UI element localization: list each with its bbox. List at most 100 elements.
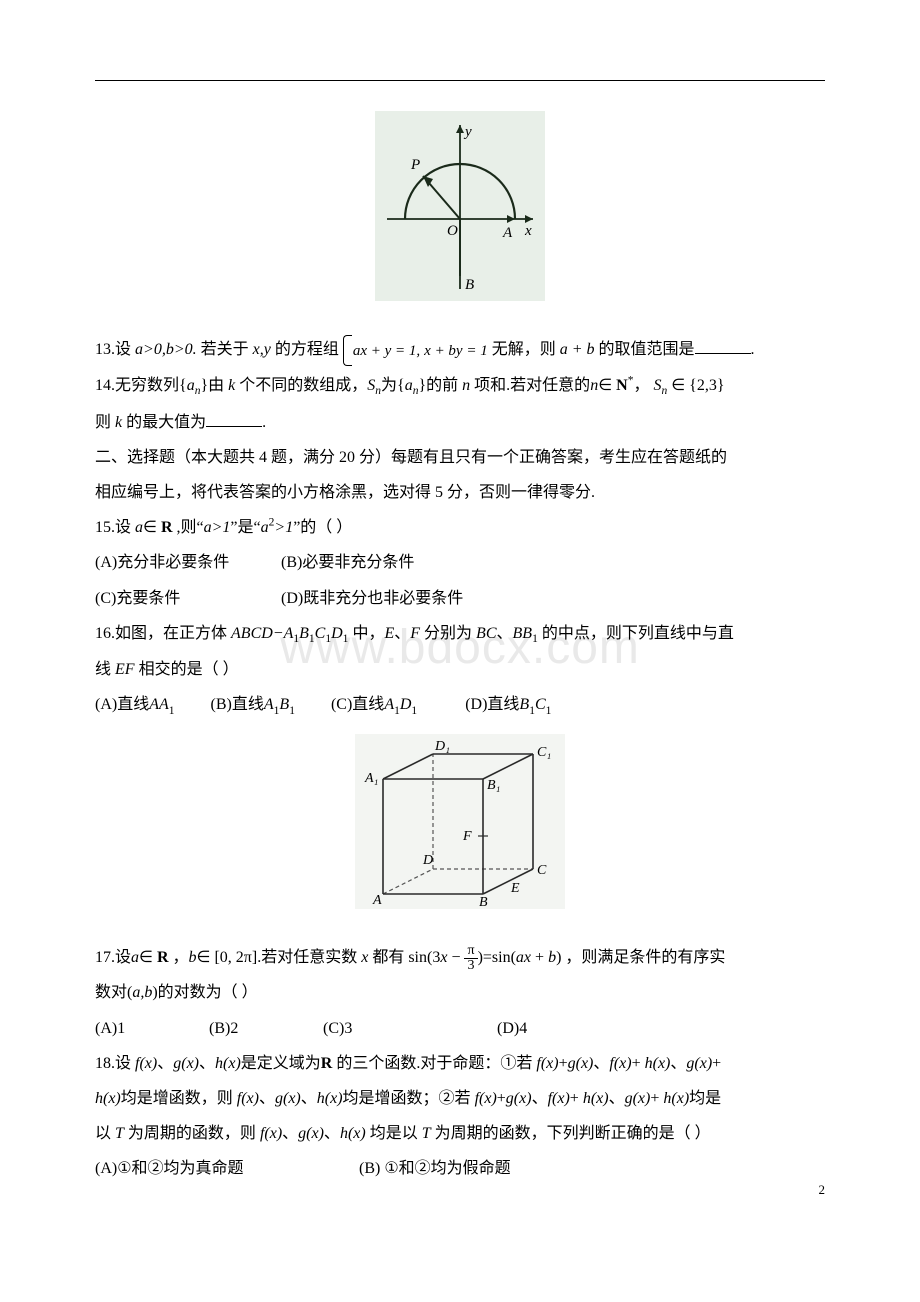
q17-frac: π3	[464, 944, 477, 973]
q13-t4: 的取值范围是	[595, 341, 695, 358]
q13-vars: x,y	[253, 341, 271, 358]
q18-gx7: g(x)	[298, 1125, 324, 1142]
q14-in: ∈	[598, 377, 612, 394]
section2-l2: 相应编号上，将代表答案的小方格涂黑，选对得 5 分，否则一律得零分.	[95, 475, 825, 510]
q14-line1: 14.无穷数列{an}由 k 个不同的数组成，Sn为{an}的前 n 项和.若对…	[95, 368, 825, 405]
q16-E: E	[384, 625, 394, 642]
q14-blank	[206, 426, 262, 427]
q17-eq: )=sin(	[478, 949, 516, 966]
q18-fx2: f(x)	[536, 1055, 558, 1072]
q16-oBp: (B)直线	[211, 687, 264, 722]
label-B: B	[465, 277, 474, 293]
q14-b: }由	[200, 377, 228, 394]
q16-oB21: 1	[289, 699, 295, 724]
q18-s3: 、	[259, 1090, 275, 1107]
q18-fx7: f(x)	[260, 1125, 282, 1142]
q16-B: B	[299, 625, 309, 642]
q18-line3: 以 T 为周期的函数，则 f(x)、g(x)、h(x) 均是以 T 为周期的函数…	[95, 1116, 825, 1151]
q16-2a: 线	[95, 661, 115, 678]
q17-minus: −	[447, 949, 464, 966]
q17-2b: )的对数为（ ）	[152, 984, 257, 1001]
q18-b: 是定义域为	[241, 1055, 321, 1072]
q16-oD: B	[519, 687, 529, 722]
q15-optsCD: (C)充要条件 (D)既非充分也非必要条件	[95, 581, 825, 616]
q15-optB: (B)必要非充分条件	[281, 545, 414, 580]
q14-an: a	[187, 377, 195, 394]
q17-ab: a,b	[132, 984, 152, 1001]
q17-in: ∈	[139, 949, 153, 966]
q18-d1: 、	[593, 1055, 609, 1072]
q17-oA: (A)1	[95, 1011, 205, 1046]
label-A: A	[502, 225, 513, 241]
q17-l1c: 都有 sin(3	[368, 949, 440, 966]
q16-a: 16.如图，在正方体	[95, 625, 231, 642]
q13-t1: 若关于	[197, 341, 253, 358]
q18-T: T	[115, 1125, 124, 1142]
q17-b2: b	[548, 949, 556, 966]
q13-cond: a>0,b>0.	[135, 341, 197, 358]
lblA: A	[372, 893, 382, 908]
q18-hx4: h(x)	[317, 1090, 343, 1107]
q16-BC: BC	[476, 625, 496, 642]
q15-mid2: ”是“	[230, 519, 260, 536]
q16-oA: AA	[149, 687, 169, 722]
lblF: F	[462, 829, 472, 844]
q17-l1b: .若对任意实数	[257, 949, 361, 966]
q16-oB: A	[264, 687, 274, 722]
q18-2a: 均是增函数，则	[121, 1090, 237, 1107]
q16-d: 的中点，则下列直线中与直	[538, 625, 734, 642]
q16-b: 中，	[348, 625, 384, 642]
q18-d4: 、	[609, 1090, 625, 1107]
q13-t2: 的方程组	[271, 341, 339, 358]
q16-sep: 、	[394, 625, 410, 642]
q16-oA1: 1	[169, 699, 175, 724]
q16-oC2: D	[400, 687, 412, 722]
q14-a: 14.无穷数列{	[95, 377, 187, 394]
q18-gx5: g(x)	[506, 1090, 532, 1107]
q14-nvar: n	[462, 377, 470, 394]
q15-line: 15.设 a∈ R ,则“a>1”是“a2>1”的（ ）	[95, 510, 825, 545]
q18-R: R	[321, 1055, 333, 1072]
q18-2b: 均是增函数；②若	[343, 1090, 475, 1107]
q13: 13.设 a>0,b>0. 若关于 x,y 的方程组 ax + y = 1, x…	[95, 332, 825, 368]
q16-oDp: (D)直线	[465, 687, 519, 722]
q16-cube: ABCD−A	[231, 625, 293, 642]
q13-t3: 无解，则	[492, 341, 560, 358]
q18-s4: 、	[301, 1090, 317, 1107]
q17-pi: π	[464, 944, 477, 959]
q15-end: ”的（ ）	[293, 519, 352, 536]
q15-optD: (D)既非充分也非必要条件	[281, 581, 463, 616]
q16-oC: A	[384, 687, 394, 722]
q13-eq2: x + by = 1	[424, 343, 488, 359]
q16-sep2: 、	[497, 625, 513, 642]
q13-brace: ax + y = 1, x + by = 1	[343, 333, 488, 368]
q18-fx5: f(x)	[475, 1090, 497, 1107]
q14-setin: ∈	[671, 377, 685, 394]
q18-d2: 、	[670, 1055, 686, 1072]
q18-p4: +	[497, 1090, 506, 1107]
q16-oB2: B	[279, 687, 289, 722]
q17-opts: (A)1 (B)2 (C)3 (D)4	[95, 1011, 825, 1046]
q14-tail: .	[262, 414, 266, 431]
q14-f: 项和.若对任意的	[470, 377, 590, 394]
lblC: C	[537, 863, 547, 878]
q14-an2: a	[405, 377, 413, 394]
section2-l1: 二、选择题（本大题共 4 题，满分 20 分）每题有且只有一个正确答案，考生应在…	[95, 440, 825, 475]
q18-gx2: g(x)	[568, 1055, 594, 1072]
q18-hx7: h(x)	[340, 1125, 366, 1142]
q16-2b: 相交的是（ ）	[135, 661, 239, 678]
lblB: B	[479, 895, 488, 909]
q18-line1: 18.设 f(x)、g(x)、h(x)是定义域为R 的三个函数.对于命题：①若 …	[95, 1046, 825, 1081]
q17-end: ) ，则满足条件的有序实	[556, 949, 725, 966]
q18-line2: h(x)均是增函数，则 f(x)、g(x)、h(x)均是增函数；②若 f(x)+…	[95, 1081, 825, 1116]
top-rule	[95, 80, 825, 81]
q18-3b: 为周期的函数，则	[124, 1125, 260, 1142]
q17-oD: (D)4	[497, 1011, 527, 1046]
lblD: D	[422, 853, 433, 868]
q13-tail: .	[751, 341, 755, 358]
q16-oAp: (A)直线	[95, 687, 149, 722]
q18-T2: T	[422, 1125, 431, 1142]
q18-p2: +	[632, 1055, 641, 1072]
q16-oC21: 1	[411, 699, 417, 724]
q17-in2: ∈	[197, 949, 211, 966]
